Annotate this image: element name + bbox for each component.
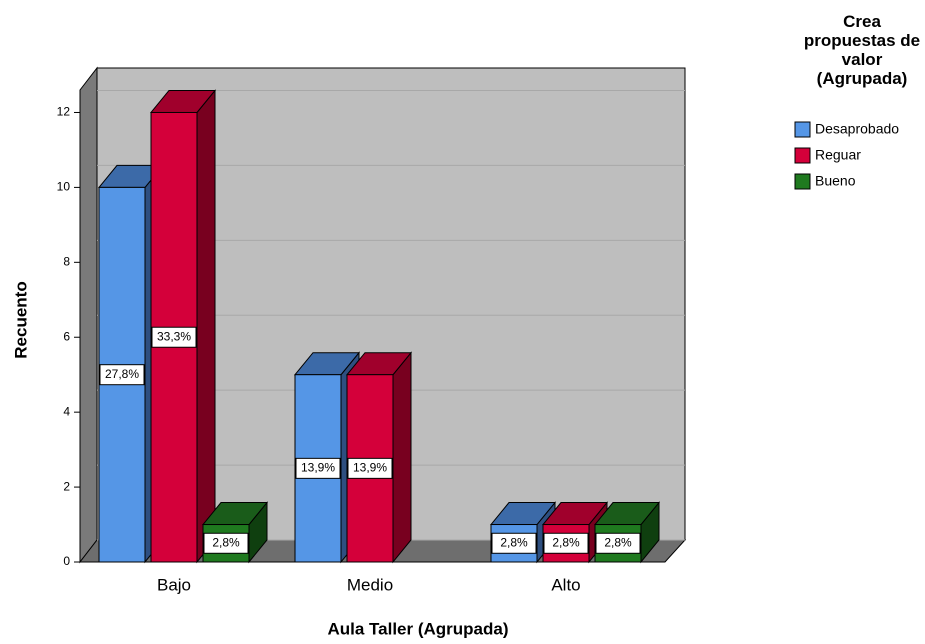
left-wall (79, 66, 98, 564)
data-label: 13,9% (353, 461, 387, 475)
x-axis-title: Aula Taller (Agrupada) (327, 619, 508, 638)
data-label-box (295, 457, 341, 479)
x-tick-label: Alto (551, 575, 580, 594)
y-tick-label: 6 (63, 329, 70, 343)
y-tick-label: 10 (57, 180, 71, 194)
y-tick-label: 0 (63, 554, 70, 568)
y-tick-label: 12 (57, 105, 71, 119)
data-label: 33,3% (157, 329, 191, 343)
data-label: 2,8% (552, 535, 580, 549)
y-tick-label: 4 (63, 404, 70, 418)
x-tick-label: Bajo (157, 575, 191, 594)
legend-label: Reguar (815, 147, 861, 163)
data-label-box (491, 532, 537, 554)
bar-side (196, 89, 216, 564)
data-label: 2,8% (500, 535, 528, 549)
data-label: 2,8% (604, 535, 632, 549)
legend-label: Bueno (815, 173, 856, 189)
x-tick-label: Medio (347, 575, 393, 594)
data-label: 27,8% (105, 367, 139, 381)
legend-swatch (794, 147, 811, 164)
data-label-box (347, 457, 393, 479)
y-tick-label: 8 (63, 254, 70, 268)
data-label: 13,9% (301, 461, 335, 475)
bars: 27,8% 33,3% 2,8% 13,9% 13,9% 2,8% 2,8% 2,8% (97, 89, 661, 564)
data-label-box (543, 532, 589, 554)
legend-swatch (794, 121, 811, 138)
data-label: 2,8% (212, 535, 240, 549)
data-label-box (595, 532, 641, 554)
legend-swatch (794, 173, 811, 190)
data-label-box (151, 326, 197, 348)
bar-side (392, 351, 412, 564)
legend-title: Crea propuestas de valor (Agrupada) (803, 12, 921, 88)
y-tick-label: 2 (63, 479, 70, 493)
data-label-box (203, 532, 249, 554)
y-axis-title: Recuento (11, 281, 30, 358)
data-label-box (99, 364, 145, 386)
legend-label: Desaprobado (815, 121, 899, 137)
